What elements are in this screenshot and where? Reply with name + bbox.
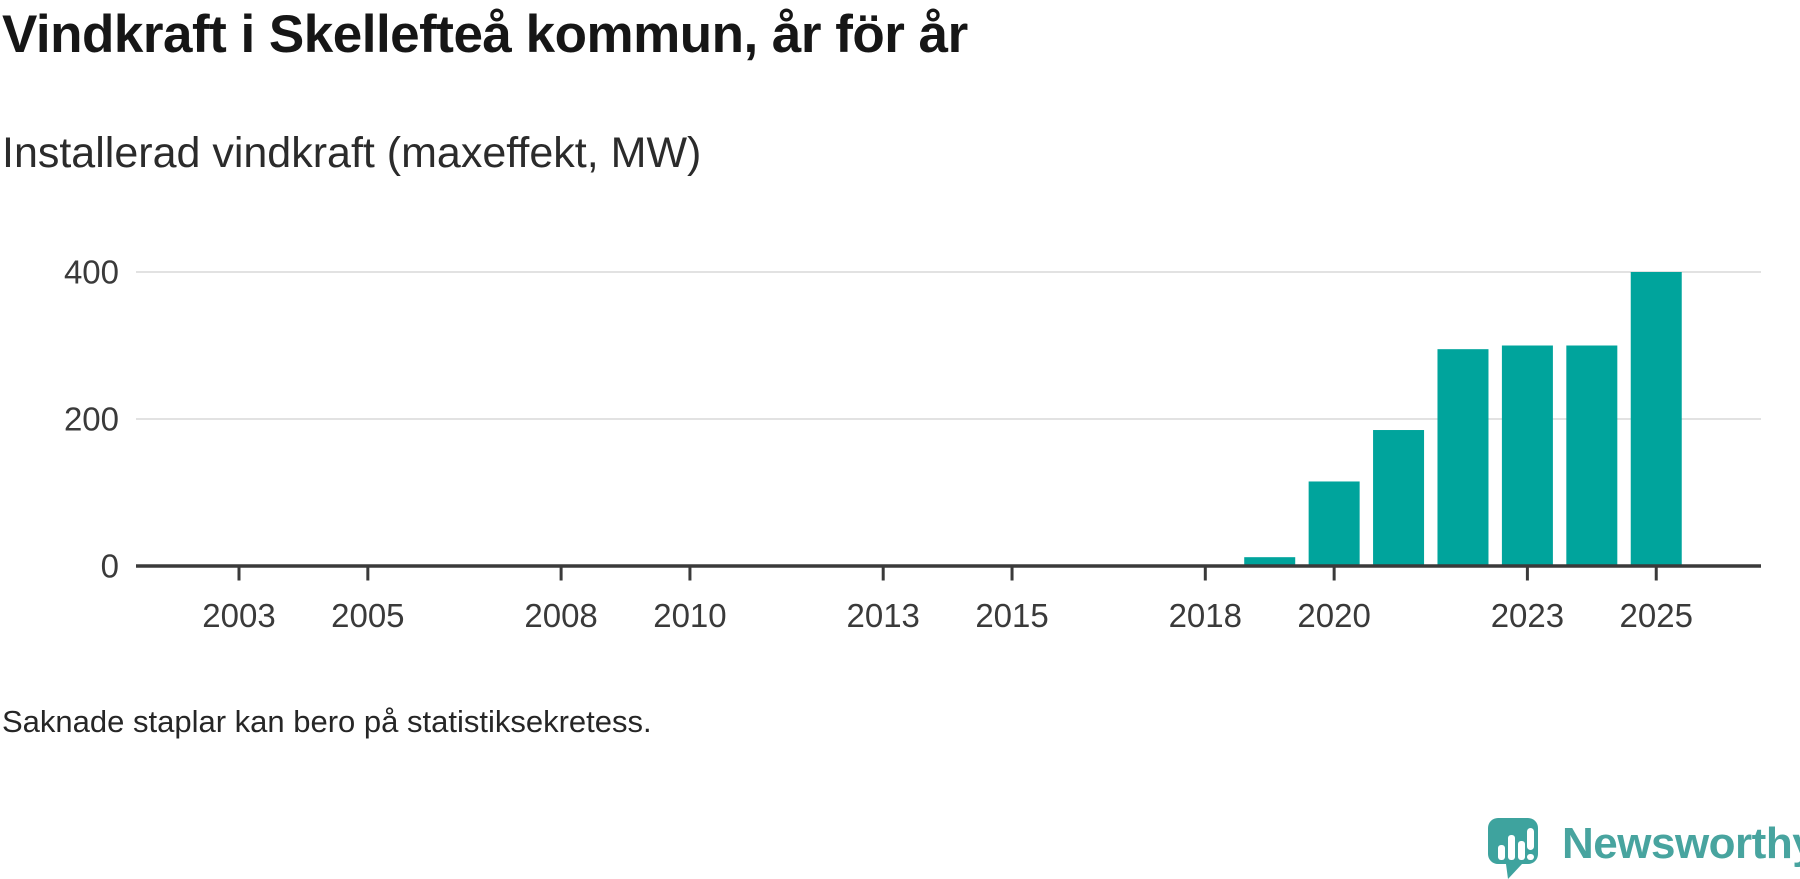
bar-2020	[1308, 481, 1360, 566]
bar-2025	[1630, 272, 1682, 566]
x-tick-label-2023: 2023	[1491, 597, 1564, 634]
bar-2021	[1373, 430, 1425, 566]
x-tick-label-2020: 2020	[1297, 597, 1370, 634]
logo-bar-tall	[1508, 835, 1515, 860]
logo-bar-short	[1498, 845, 1505, 860]
bar-2019	[1244, 557, 1296, 566]
x-tick-label-2013: 2013	[846, 597, 919, 634]
logo-bar-medium	[1518, 841, 1525, 860]
speech-bubble-bar-chart-icon	[1488, 818, 1538, 879]
chart-title: Vindkraft i Skellefteå kommun, år för år	[2, 5, 968, 64]
y-tick-label-200: 200	[64, 401, 119, 438]
x-tick-label-2015: 2015	[975, 597, 1048, 634]
x-tick-label-2018: 2018	[1169, 597, 1242, 634]
newsworthy-logo: Newsworthy	[1488, 818, 1800, 879]
x-tick-label-2003: 2003	[202, 597, 275, 634]
y-tick-label-0: 0	[101, 548, 119, 585]
logo-exclamation-dot	[1527, 854, 1534, 860]
x-tick-label-2005: 2005	[331, 597, 404, 634]
x-tick-label-2025: 2025	[1620, 597, 1693, 634]
y-tick-label-400: 400	[64, 254, 119, 291]
x-tick-label-2008: 2008	[524, 597, 597, 634]
newsworthy-wordmark: Newsworthy	[1562, 819, 1800, 868]
bar-2023	[1501, 345, 1553, 566]
x-tick-label-2010: 2010	[653, 597, 726, 634]
bar-2024	[1566, 345, 1618, 566]
footnote: Saknade staplar kan bero på statistiksek…	[2, 704, 652, 739]
logo-exclamation-stem	[1527, 828, 1534, 850]
bar-2022	[1437, 349, 1489, 566]
chart-subtitle: Installerad vindkraft (maxeffekt, MW)	[2, 129, 702, 177]
